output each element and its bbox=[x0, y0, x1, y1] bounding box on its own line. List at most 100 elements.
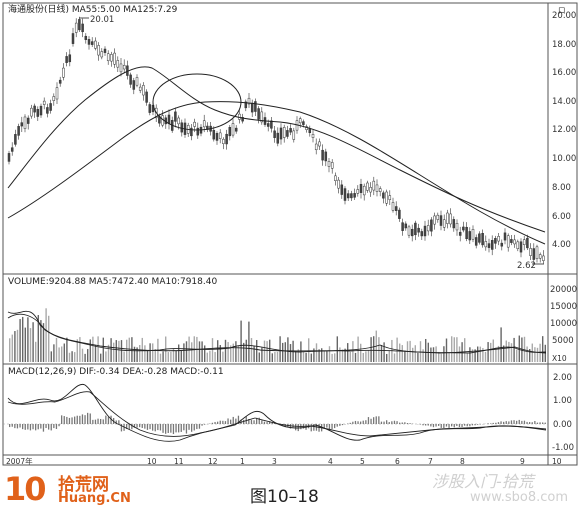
volume-bar bbox=[19, 319, 21, 362]
volume-bar bbox=[258, 352, 260, 362]
macd-histogram-bar bbox=[68, 417, 71, 424]
candle-body bbox=[362, 185, 366, 196]
price-tick-label: 18.00 bbox=[552, 40, 576, 50]
candle-body bbox=[311, 134, 315, 138]
macd-histogram-bar bbox=[191, 424, 193, 432]
candle-body bbox=[65, 56, 68, 63]
highlight-ellipse bbox=[152, 73, 242, 131]
volume-bar bbox=[438, 351, 440, 362]
volume-bar bbox=[443, 346, 445, 362]
macd-histogram-bar bbox=[513, 420, 515, 424]
macd-histogram-bar bbox=[474, 424, 476, 426]
candle-body bbox=[513, 239, 516, 245]
candle-body bbox=[62, 67, 65, 78]
macd-histogram-bar bbox=[74, 416, 76, 424]
candle-body bbox=[410, 228, 414, 237]
macd-histogram-bar bbox=[159, 424, 162, 431]
macd-histogram-bar bbox=[461, 424, 463, 427]
macd-histogram-bar bbox=[250, 419, 253, 424]
candle-body bbox=[394, 206, 398, 211]
time-tick-label: 1 bbox=[240, 457, 245, 466]
candle-body bbox=[407, 226, 411, 236]
macd-histogram-bar bbox=[458, 424, 461, 427]
candle-body bbox=[180, 122, 184, 133]
macd-histogram-bar bbox=[531, 422, 533, 424]
candle-body bbox=[174, 111, 177, 122]
macd-histogram-bar bbox=[92, 419, 94, 424]
candle-body bbox=[279, 127, 283, 140]
macd-histogram-bar bbox=[172, 424, 175, 435]
macd-histogram-bar bbox=[61, 415, 63, 424]
volume-bar bbox=[146, 350, 149, 362]
volume-bar bbox=[365, 351, 367, 362]
volume-bar bbox=[120, 340, 123, 362]
volume-bar bbox=[419, 341, 422, 362]
volume-bar bbox=[526, 346, 528, 362]
candle-body bbox=[33, 105, 36, 113]
macd-histogram-bar bbox=[167, 424, 169, 434]
candle-body bbox=[452, 219, 456, 229]
volume-bar bbox=[63, 343, 65, 362]
macd-histogram-bar bbox=[24, 424, 26, 430]
macd-histogram-bar bbox=[211, 422, 214, 424]
candle-body bbox=[465, 226, 468, 240]
price-tick-label: 6.00 bbox=[552, 212, 571, 222]
macd-histogram-bar bbox=[448, 424, 450, 428]
macd-histogram-bar bbox=[284, 424, 286, 428]
volume-bar bbox=[279, 336, 281, 362]
volume-bar bbox=[448, 352, 450, 362]
volume-bar bbox=[271, 353, 273, 362]
macd-histogram-bar bbox=[55, 424, 58, 429]
macd-histogram-bar bbox=[466, 424, 468, 427]
volume-bar bbox=[248, 321, 250, 362]
candle-body bbox=[26, 117, 30, 124]
volume-bar bbox=[284, 342, 286, 362]
volume-bar bbox=[534, 347, 536, 362]
candle-body bbox=[420, 231, 424, 237]
macd-histogram-bar bbox=[373, 417, 375, 424]
candle-body bbox=[433, 215, 436, 225]
price-tick-label: 16.00 bbox=[552, 68, 576, 78]
volume-bar bbox=[250, 338, 253, 362]
volume-bar bbox=[484, 351, 487, 362]
macd-histogram-bar bbox=[84, 415, 86, 424]
volume-bar bbox=[22, 316, 24, 362]
macd-histogram-bar bbox=[222, 420, 224, 424]
macd-histogram-bar bbox=[495, 422, 497, 424]
volume-bar bbox=[310, 353, 312, 362]
macd-histogram-bar bbox=[406, 423, 409, 424]
volume-bar bbox=[16, 329, 19, 362]
volume-bar bbox=[167, 352, 169, 362]
volume-bar bbox=[495, 347, 497, 362]
volume-bar bbox=[505, 340, 507, 362]
macd-histogram-bar bbox=[315, 424, 318, 431]
macd-histogram-bar bbox=[58, 424, 60, 427]
macd-histogram-bar bbox=[295, 424, 297, 431]
macd-histogram-bar bbox=[217, 421, 219, 424]
logo-number: 10 bbox=[4, 470, 47, 508]
price-panel-title: 海通股份(日线) MA55:5.00 MA125:7.29 bbox=[8, 3, 178, 15]
candle-body bbox=[471, 229, 475, 240]
volume-bar bbox=[399, 343, 401, 362]
macd-histogram-bar bbox=[266, 422, 268, 424]
high-price-label: 20.01 bbox=[90, 15, 114, 25]
macd-histogram-bar bbox=[16, 424, 19, 429]
volume-bar bbox=[55, 337, 58, 362]
macd-histogram-bar bbox=[401, 422, 403, 424]
macd-histogram bbox=[9, 412, 546, 435]
macd-histogram-bar bbox=[76, 415, 78, 424]
macd-histogram-bar bbox=[29, 424, 32, 431]
volume-bar bbox=[336, 336, 338, 362]
volume-bar bbox=[497, 345, 500, 362]
volume-bar bbox=[513, 337, 515, 362]
macd-histogram-bar bbox=[139, 424, 141, 428]
macd-histogram-bar bbox=[170, 424, 172, 433]
volume-bar bbox=[263, 340, 266, 362]
candle-body bbox=[250, 102, 254, 113]
macd-histogram-bar bbox=[539, 422, 541, 424]
candle-body bbox=[190, 127, 193, 137]
maximize-icon[interactable]: 口 bbox=[558, 6, 566, 15]
volume-bar bbox=[370, 337, 372, 362]
candle-body bbox=[36, 109, 40, 117]
volume-bar bbox=[170, 351, 172, 362]
